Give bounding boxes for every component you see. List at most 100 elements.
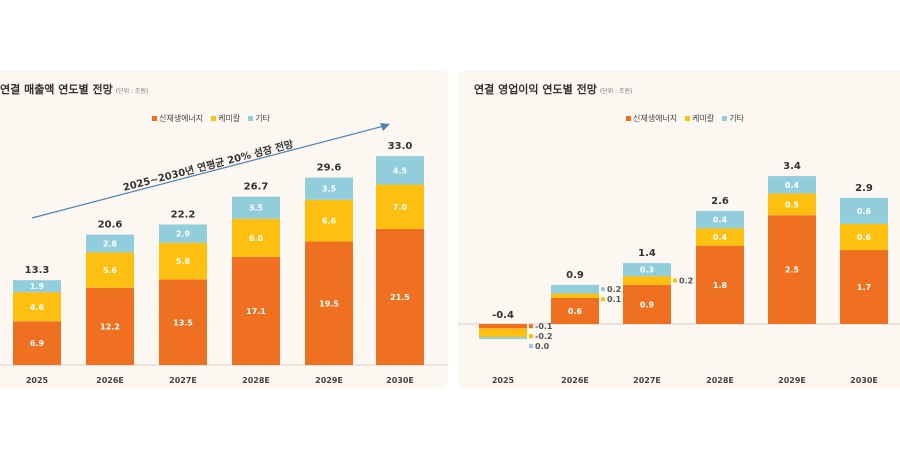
data-label: 3.5	[322, 185, 337, 194]
bar-segment-renewable	[305, 241, 353, 365]
data-label: 0.4	[713, 216, 728, 225]
bar-segment-chemical	[551, 293, 599, 298]
data-label: 6.0	[249, 234, 264, 243]
bar-segment-renewable	[623, 284, 671, 324]
bar-segment-renewable	[696, 245, 744, 324]
data-label: 7.0	[393, 203, 408, 212]
data-label: 19.5	[319, 299, 339, 308]
bar-segment-other	[305, 177, 353, 200]
bar-segment-other	[623, 263, 671, 277]
data-label: 0.4	[713, 233, 728, 242]
legend-chemical: 케미칼	[211, 113, 240, 124]
data-label: 1.8	[713, 281, 728, 290]
bar-segment-renewable	[551, 297, 599, 324]
x-tick-label: 2026E	[96, 376, 124, 385]
bar-segment-other	[768, 176, 816, 194]
bar-segment-chemical	[696, 228, 744, 246]
data-label: 3.5	[249, 204, 264, 213]
bar-segment-chemical	[305, 199, 353, 242]
label-swatch	[601, 287, 605, 292]
data-label: 0.2	[679, 277, 693, 286]
legend-renewable: 신재생에너지	[626, 113, 677, 124]
bar-segment-other	[551, 284, 599, 294]
bar-segment-chemical	[623, 276, 671, 285]
revenue-chart-svg: 6.9 4.6 1.9 13.3 2025 12.2 5.6 2.8 20.6 2026E 13.5…	[0, 123, 448, 385]
data-label: 0.6	[568, 307, 583, 316]
bar-segment-chemical	[159, 242, 207, 280]
revenue-chart-panel: 연결 매출액 연도별 전망 (단위 : 조원) 신재생에너지 케미칼 기타 6.9…	[0, 70, 448, 388]
data-label: 17.1	[246, 307, 266, 316]
bar-segment-renewable	[768, 215, 816, 324]
total-label: 26.7	[244, 182, 269, 193]
bar-segment-renewable	[159, 279, 207, 365]
data-label: 2.8	[103, 239, 118, 248]
x-tick-label: 2027E	[169, 376, 197, 385]
label-swatch	[529, 344, 533, 349]
data-label: -0.2	[535, 332, 553, 341]
arrow-head-icon	[380, 123, 390, 131]
bar-segment-renewable	[232, 256, 280, 365]
bar-segment-other	[696, 210, 744, 229]
label-swatch	[529, 334, 533, 339]
total-label: 29.6	[317, 163, 342, 174]
bar-segment-renewable	[840, 250, 888, 324]
bar-segment-other	[86, 234, 134, 253]
legend: 신재생에너지 케미칼 기타	[152, 113, 270, 124]
total-label: -0.4	[492, 310, 514, 321]
x-tick-label: 2025	[492, 376, 515, 385]
total-label: 2.9	[855, 183, 873, 194]
bar-segment-other	[159, 224, 207, 243]
bar-segment-chemical	[840, 223, 888, 251]
total-label: 33.0	[388, 141, 413, 152]
growth-arrow	[31, 125, 385, 219]
legend-other: 기타	[248, 113, 270, 124]
data-label: 0.9	[640, 300, 655, 309]
bar-segment-other	[13, 280, 61, 293]
bar-segment-renewable	[376, 228, 424, 365]
data-label: 1.9	[30, 282, 45, 291]
x-tick-label: 2029E	[315, 376, 343, 385]
total-label: 1.4	[638, 248, 656, 259]
data-label: -0.1	[535, 322, 553, 331]
bar-segment-chemical	[479, 328, 527, 338]
bar-segment-renewable	[13, 321, 61, 365]
bar-segment-other	[376, 156, 424, 185]
data-label: 0.2	[607, 285, 621, 294]
total-label: 3.4	[783, 161, 801, 172]
x-tick-label: 2026E	[561, 376, 589, 385]
x-tick-label: 2027E	[633, 376, 661, 385]
data-label: 0.3	[640, 266, 654, 275]
bar-segment-chemical	[86, 252, 134, 288]
total-label: 20.6	[98, 220, 123, 231]
data-label: 0.5	[785, 200, 800, 209]
data-label: 2.9	[176, 230, 191, 239]
label-swatch	[673, 278, 677, 283]
data-label: 6.6	[322, 217, 337, 226]
bar-segment-renewable	[479, 324, 527, 329]
chart-title: 연결 매출액 연도별 전망 (단위 : 조원)	[0, 83, 149, 96]
x-tick-label: 2025	[26, 376, 49, 385]
data-label: 21.5	[390, 293, 410, 302]
total-label: 2.6	[711, 196, 729, 207]
bar-segment-other	[840, 197, 888, 224]
bar-segment-chemical	[768, 193, 816, 216]
legend-other: 기타	[722, 113, 744, 124]
data-label: 0.0	[535, 342, 550, 351]
bar-segment-chemical	[376, 184, 424, 229]
legend-chemical: 케미칼	[685, 113, 714, 124]
data-label: 12.2	[100, 322, 120, 331]
bar-segment-chemical	[232, 218, 280, 257]
chart-title: 연결 영업이익 연도별 전망 (단위 : 조원)	[474, 83, 633, 96]
total-label: 13.3	[25, 265, 50, 276]
data-label: 2.5	[785, 266, 800, 275]
data-label: 4.6	[30, 303, 45, 312]
bar-segment-other	[232, 196, 280, 219]
data-label: 0.6	[857, 233, 872, 242]
data-label: 13.5	[173, 318, 193, 327]
x-tick-label: 2028E	[706, 376, 734, 385]
operating-profit-chart-panel: 연결 영업이익 연도별 전망 (단위 : 조원) 신재생에너지 케미칼 기타 -0…	[458, 70, 900, 388]
data-label: 5.6	[103, 266, 118, 275]
data-label: 4.5	[393, 166, 408, 175]
total-label: 22.2	[171, 209, 196, 220]
growth-annotation: 2025~2030년 연평균 20% 성장 전망	[121, 137, 295, 194]
